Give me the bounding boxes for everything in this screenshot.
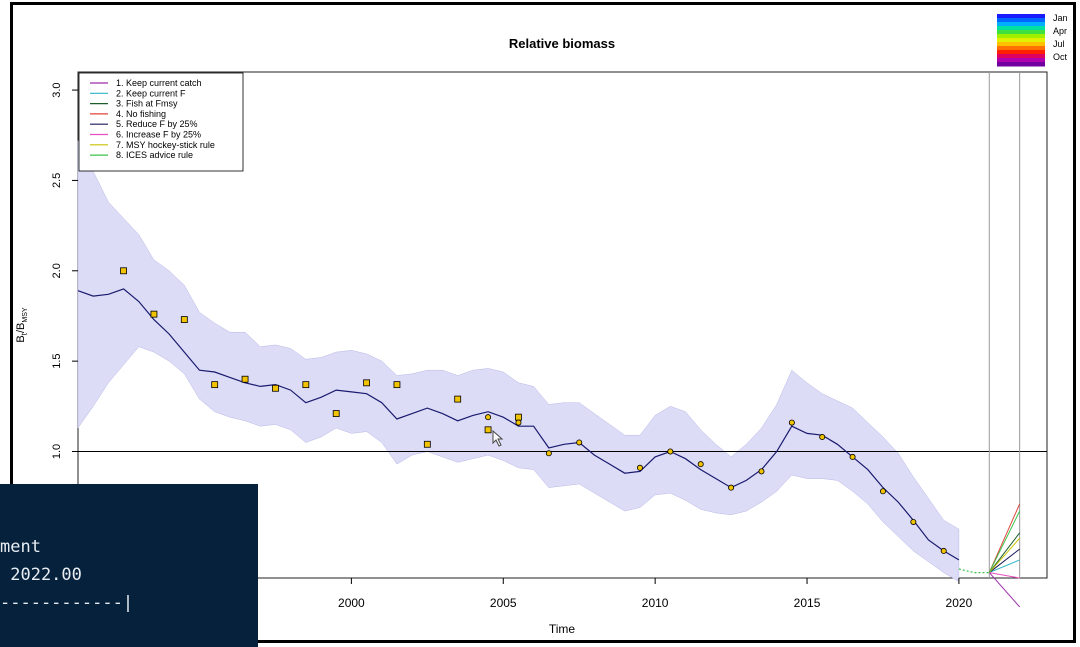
chart-title: Relative biomass xyxy=(509,36,615,51)
mouse-pointer-icon xyxy=(492,430,504,447)
index-square-point xyxy=(302,381,310,389)
y-axis-label: Bt/BMSY xyxy=(15,307,29,342)
y-label-sub-t: t xyxy=(20,332,29,335)
index-square-point xyxy=(423,440,431,448)
legend-label: 8. ICES advice rule xyxy=(116,150,193,160)
month-label: Apr xyxy=(1053,26,1067,36)
index-square-point xyxy=(363,379,370,387)
index-square-point xyxy=(150,310,158,318)
month-color-band xyxy=(997,58,1045,63)
terminal-line-2: 2022.00 xyxy=(0,565,82,585)
legend-label: 1. Keep current catch xyxy=(116,78,202,88)
index-square-point xyxy=(393,381,401,389)
index-square-point xyxy=(241,375,249,383)
terminal-overlay: ment 2022.00 ------------| xyxy=(0,484,258,647)
month-color-band xyxy=(997,18,1045,23)
scenario-line-7 xyxy=(988,537,1021,573)
index-circle-point xyxy=(910,518,917,525)
index-square-point xyxy=(454,395,462,403)
scenario-line-2 xyxy=(989,559,1020,574)
index-circle-point xyxy=(545,450,552,457)
y-tick-label: 2.5 xyxy=(51,173,63,188)
y-axis: 1.01.52.02.53.00.5 xyxy=(51,82,78,550)
month-color-band xyxy=(997,26,1045,31)
month-color-band xyxy=(997,54,1045,59)
legend-label: 3. Fish at Fmsy xyxy=(116,99,178,109)
month-color-band xyxy=(997,34,1045,39)
dotted-interim-projection xyxy=(958,568,990,574)
month-label: Oct xyxy=(1053,52,1068,62)
terminal-line-1: ment xyxy=(0,537,41,557)
index-circle-point xyxy=(788,419,795,426)
month-color-band xyxy=(997,14,1045,19)
index-circle-point xyxy=(697,461,704,468)
index-square-point xyxy=(120,267,127,275)
x-tick-label: 2015 xyxy=(794,596,821,610)
month-label: Jan xyxy=(1053,13,1068,23)
legend-label: 7. MSY hockey-stick rule xyxy=(116,140,215,150)
y-tick-label: 1.0 xyxy=(51,444,63,459)
index-square-point xyxy=(484,426,492,434)
index-circle-point xyxy=(636,464,643,471)
y-label-b: B xyxy=(15,335,27,342)
month-color-band xyxy=(997,62,1045,67)
y-tick-label: 2.0 xyxy=(51,263,63,278)
legend-label: 6. Increase F by 25% xyxy=(116,130,201,140)
scenario-line-3 xyxy=(988,532,1021,573)
index-circle-point xyxy=(758,468,765,475)
month-color-band xyxy=(997,22,1045,27)
month-color-band xyxy=(997,50,1045,55)
index-circle-point xyxy=(879,488,886,495)
month-color-band xyxy=(997,46,1045,51)
median-biomass-line xyxy=(77,288,960,561)
y-tick-label: 1.5 xyxy=(51,353,63,368)
month-color-band xyxy=(997,38,1045,43)
legend-label: 4. No fishing xyxy=(116,109,166,119)
index-circle-point xyxy=(485,414,492,421)
index-circle-point xyxy=(515,419,522,426)
projection-vlines-group xyxy=(988,72,1021,578)
x-axis-label: Time xyxy=(549,622,576,636)
index-square-point xyxy=(180,316,188,323)
index-square-point xyxy=(272,384,279,392)
scenario-projections-group xyxy=(958,503,1021,608)
scenario-line-8 xyxy=(988,510,1021,573)
month-color-scale: Jan Apr Jul Oct xyxy=(997,13,1068,67)
scenario-line-5 xyxy=(988,548,1020,573)
legend-label: 5. Reduce F by 25% xyxy=(116,119,198,129)
month-color-band xyxy=(997,42,1045,47)
index-points-group xyxy=(120,267,947,554)
month-color-band xyxy=(997,30,1045,35)
y-label-sub-msy: MSY xyxy=(22,307,29,323)
month-label: Jul xyxy=(1053,39,1065,49)
index-circle-point xyxy=(940,547,947,554)
index-circle-point xyxy=(728,484,735,491)
x-tick-label: 2010 xyxy=(642,596,669,610)
legend-label: 2. Keep current F xyxy=(116,88,186,98)
scenario-line-1 xyxy=(988,572,1021,608)
index-square-point xyxy=(515,413,522,421)
index-circle-point xyxy=(576,439,583,446)
x-tick-label: 2020 xyxy=(946,596,973,610)
y-tick-label: 3.0 xyxy=(51,82,63,97)
index-square-point xyxy=(211,381,219,389)
index-circle-point xyxy=(667,448,674,455)
index-circle-point xyxy=(849,453,856,460)
index-circle-point xyxy=(819,434,826,441)
x-tick-label: 2000 xyxy=(338,596,365,610)
terminal-line-3: ------------| xyxy=(0,593,134,613)
scenario-line-4 xyxy=(988,503,1021,573)
y-label-slash-b: /B xyxy=(15,323,27,333)
index-square-point xyxy=(332,410,340,417)
x-axis: 9520002005201020152020 xyxy=(193,578,973,610)
scenario-line-6 xyxy=(989,572,1020,579)
x-tick-label: 2005 xyxy=(490,596,517,610)
median-line-group xyxy=(77,288,960,561)
